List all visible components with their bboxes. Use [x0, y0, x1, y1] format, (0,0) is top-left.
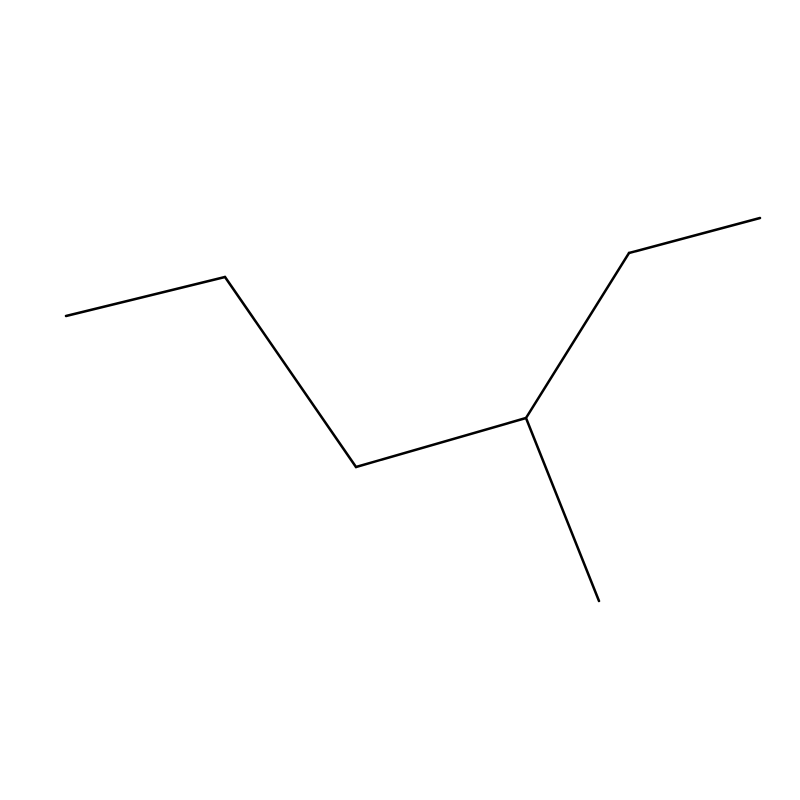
bond-line — [629, 218, 760, 253]
bond-line — [526, 253, 629, 418]
molecule-diagram — [0, 0, 800, 800]
bond-line — [66, 277, 225, 316]
bond-line — [225, 277, 356, 467]
bond-line — [356, 418, 526, 467]
bond-line — [526, 418, 599, 601]
